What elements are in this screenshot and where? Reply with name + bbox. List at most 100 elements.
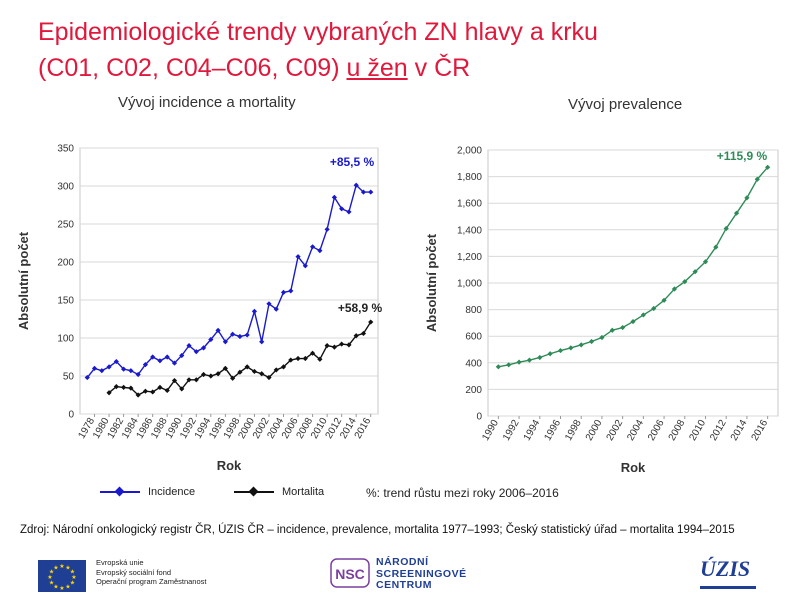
title-underlined: u žen: [346, 54, 408, 82]
incidence-point: [179, 352, 185, 359]
trend-note: %: trend růstu mezi roky 2006–2016: [366, 486, 559, 500]
y-tick-label: 2,000: [457, 146, 482, 157]
svg-text:★: ★: [65, 583, 70, 590]
svg-text:★: ★: [70, 569, 75, 576]
series-point: [588, 338, 595, 345]
series-point: [599, 334, 605, 341]
mortalita-point: [150, 389, 156, 395]
incidence-point: [193, 349, 199, 355]
x-tick-label: 1992: [501, 418, 522, 443]
chart2-title: Vývoj prevalence: [568, 96, 683, 113]
x-axis-title: Rok: [217, 458, 242, 473]
x-tick-label: 2010: [687, 418, 708, 443]
mortalita-point: [324, 343, 330, 349]
incidence-point: [360, 189, 367, 195]
y-tick-label: 600: [465, 332, 482, 343]
incidence-point: [121, 366, 127, 372]
x-tick-label: 2016: [750, 418, 771, 443]
y-tick-label: 200: [465, 385, 482, 396]
mortalita-point: [266, 374, 272, 381]
series-point: [713, 244, 719, 250]
series-point: [723, 225, 729, 232]
mortalita-point: [244, 364, 250, 370]
incidence-point: [244, 332, 250, 338]
incidence-point: [200, 345, 207, 351]
series-point: [671, 286, 678, 292]
series-point: [651, 305, 657, 312]
mortalita-point: [142, 388, 149, 394]
x-tick-label: 1996: [542, 418, 563, 443]
legend-mortality: Mortalita: [234, 486, 324, 498]
y-tick-label: 0: [68, 410, 74, 421]
incidence-point: [113, 358, 119, 365]
x-tick-label: 2016: [353, 416, 374, 441]
legend-mortality-symbol: [234, 486, 274, 497]
svg-text:★: ★: [49, 579, 54, 586]
x-axis-title: Rok: [621, 460, 646, 475]
series-line: [498, 166, 769, 368]
slide-title-line2: (C01, C02, C04–C06, C09) u žen v ČR: [38, 50, 778, 86]
slide-title: Epidemiologické trendy vybraných ZN hlav…: [38, 14, 778, 86]
mortalita-line: [108, 321, 372, 396]
mortalita-point: [273, 367, 279, 373]
nsc-text: NÁRODNÍ SCREENINGOVÉ CENTRUM: [376, 556, 467, 592]
mortalita-point: [171, 377, 178, 384]
eu-line-1: Evropská unie: [96, 558, 144, 567]
mortalita-point: [157, 384, 163, 390]
legend-incidence-symbol: [100, 486, 140, 497]
x-tick-label: 2006: [646, 418, 667, 443]
svg-text:★: ★: [53, 583, 58, 590]
incidence-point: [295, 254, 301, 260]
series-point: [578, 342, 584, 348]
mortalita-point: [237, 369, 243, 375]
series-point: [537, 354, 543, 361]
svg-text:★: ★: [59, 563, 64, 570]
mortalita-point: [251, 368, 258, 375]
series-point: [733, 210, 740, 216]
incidence-point: [346, 209, 352, 215]
x-tick-label: 2008: [667, 418, 688, 443]
series-point: [692, 269, 698, 275]
incidence-point: [84, 374, 90, 381]
eu-line-2: Evropský sociální fond: [96, 567, 172, 577]
mortalita-point: [368, 319, 374, 325]
x-tick-label: 2014: [729, 418, 750, 443]
series-point: [661, 297, 667, 303]
mortalita-point: [215, 371, 221, 377]
incidence-point: [164, 354, 170, 360]
mortalita-point: [259, 371, 265, 377]
svg-text:★: ★: [70, 579, 75, 586]
mortalita-point: [113, 384, 119, 390]
mortalita-point: [309, 350, 316, 356]
x-tick-label: 1998: [563, 418, 584, 443]
svg-text:NSC: NSC: [335, 566, 365, 582]
mortalita-point: [106, 390, 112, 396]
svg-text:★: ★: [65, 565, 70, 572]
incidence-point: [150, 354, 156, 360]
nsc-logo-icon: NSC: [330, 558, 370, 588]
incidence-point: [317, 248, 323, 254]
y-tick-label: 0: [476, 412, 482, 423]
y-tick-label: 800: [465, 305, 482, 316]
nsc-line-1: NÁRODNÍ: [376, 556, 429, 568]
y-tick-label: 350: [57, 144, 74, 155]
incidence-point: [237, 333, 243, 340]
y-tick-label: 1,600: [457, 199, 482, 210]
incidence-line: [86, 183, 371, 378]
mortalita-point: [193, 377, 199, 383]
svg-text:★: ★: [53, 565, 58, 572]
mortalita-point: [222, 365, 228, 371]
series-point: [516, 359, 522, 365]
incidence-point: [230, 331, 236, 337]
eu-line-3: Operační program Zaměstnanost: [96, 577, 207, 586]
legend-incidence: Incidence: [100, 486, 195, 498]
incidence-point: [222, 339, 228, 345]
mortalita-point: [230, 375, 236, 381]
svg-text:★: ★: [47, 574, 52, 581]
title-codes: (C01, C02, C04–C06, C09): [38, 54, 340, 82]
incidence-point: [302, 263, 308, 269]
series-point: [682, 279, 688, 285]
chart1-title: Vývoj incidence a mortality: [118, 94, 296, 111]
mortalita-point: [339, 341, 345, 347]
incidence-trend-label: +85,5 %: [330, 155, 375, 169]
